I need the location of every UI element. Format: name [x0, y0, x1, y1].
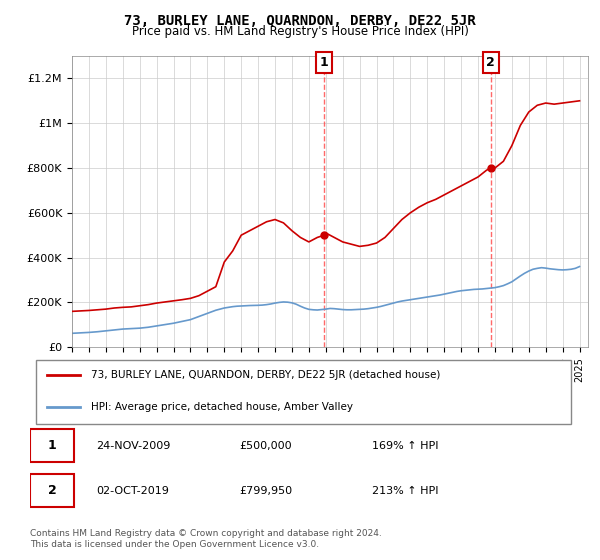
Text: 02-OCT-2019: 02-OCT-2019 — [96, 486, 169, 496]
Text: 213% ↑ HPI: 213% ↑ HPI — [372, 486, 439, 496]
Text: Price paid vs. HM Land Registry's House Price Index (HPI): Price paid vs. HM Land Registry's House … — [131, 25, 469, 38]
Text: £500,000: £500,000 — [240, 441, 292, 451]
Text: 73, BURLEY LANE, QUARNDON, DERBY, DE22 5JR: 73, BURLEY LANE, QUARNDON, DERBY, DE22 5… — [124, 14, 476, 28]
Text: £799,950: £799,950 — [240, 486, 293, 496]
FancyBboxPatch shape — [30, 474, 74, 507]
Text: This data is licensed under the Open Government Licence v3.0.: This data is licensed under the Open Gov… — [30, 540, 319, 549]
Text: HPI: Average price, detached house, Amber Valley: HPI: Average price, detached house, Ambe… — [91, 402, 353, 412]
Text: 1: 1 — [320, 56, 328, 69]
Text: 24-NOV-2009: 24-NOV-2009 — [96, 441, 170, 451]
Text: 169% ↑ HPI: 169% ↑ HPI — [372, 441, 439, 451]
Text: 1: 1 — [48, 439, 56, 452]
FancyBboxPatch shape — [30, 429, 74, 463]
FancyBboxPatch shape — [35, 361, 571, 424]
Text: 2: 2 — [48, 484, 56, 497]
Text: 2: 2 — [487, 56, 495, 69]
Text: 73, BURLEY LANE, QUARNDON, DERBY, DE22 5JR (detached house): 73, BURLEY LANE, QUARNDON, DERBY, DE22 5… — [91, 370, 440, 380]
Text: Contains HM Land Registry data © Crown copyright and database right 2024.: Contains HM Land Registry data © Crown c… — [30, 529, 382, 538]
